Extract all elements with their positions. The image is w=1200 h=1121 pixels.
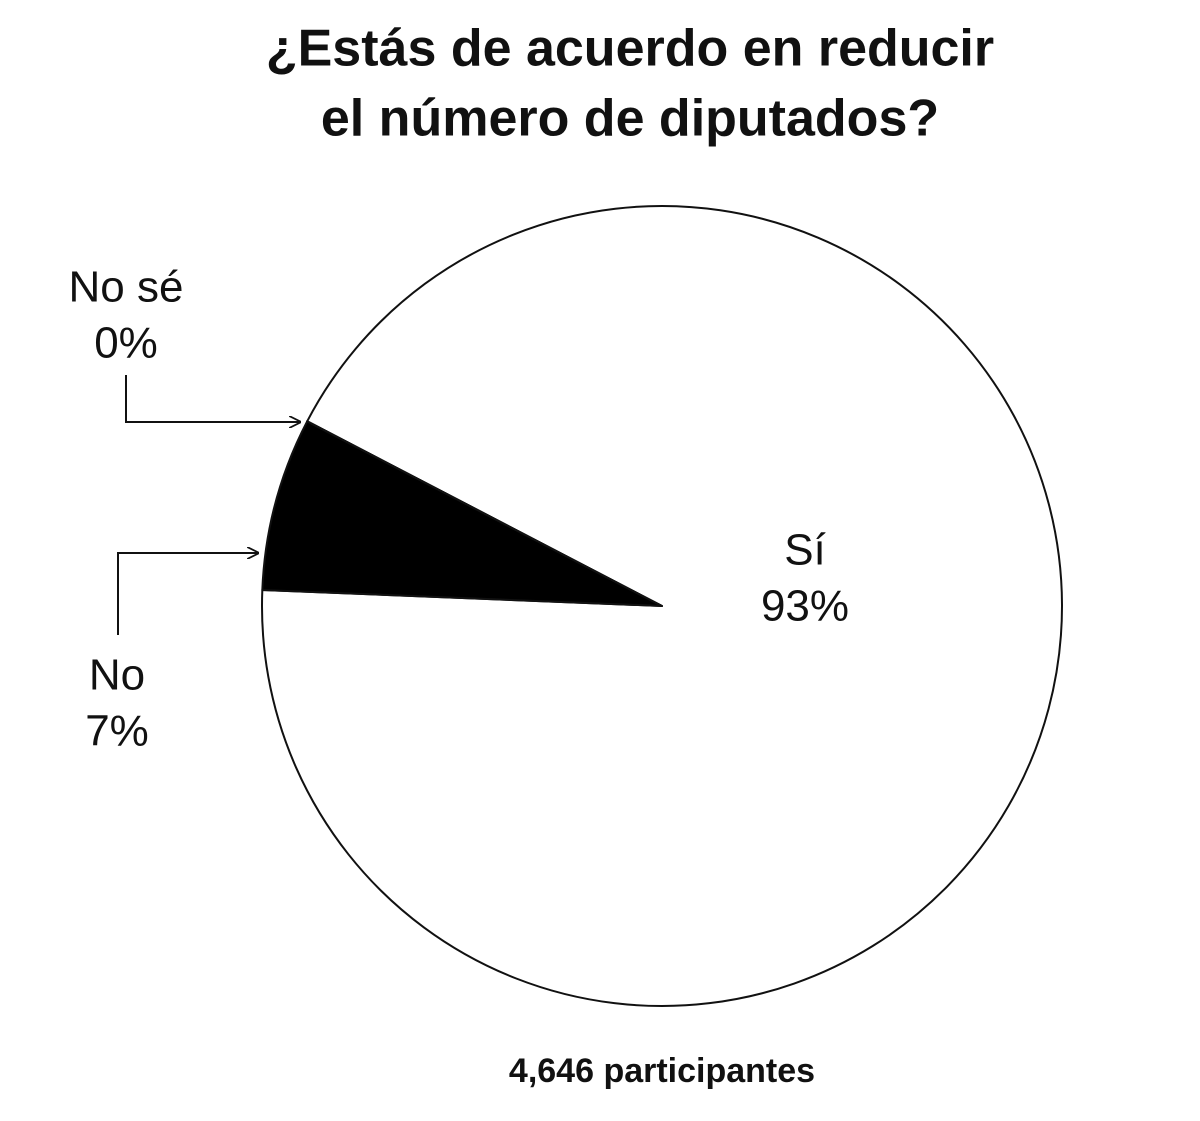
chart-title: el número de diputados? [321, 90, 939, 148]
value-label: 0% [94, 319, 158, 368]
value-label: 93% [761, 582, 849, 631]
slice-label: No sé [69, 263, 184, 312]
annotation: 4,646 participantes [509, 1052, 815, 1090]
pie-slice [306, 420, 663, 607]
pie [261, 205, 1063, 1007]
arrow [117, 553, 258, 635]
slice-label: No [89, 651, 145, 700]
arrow [125, 375, 300, 422]
pie-slice [261, 420, 663, 607]
chart-title: ¿Estás de acuerdo en reducir [266, 20, 994, 78]
slice-label: Sí [784, 526, 826, 575]
value-label: 7% [85, 707, 149, 756]
